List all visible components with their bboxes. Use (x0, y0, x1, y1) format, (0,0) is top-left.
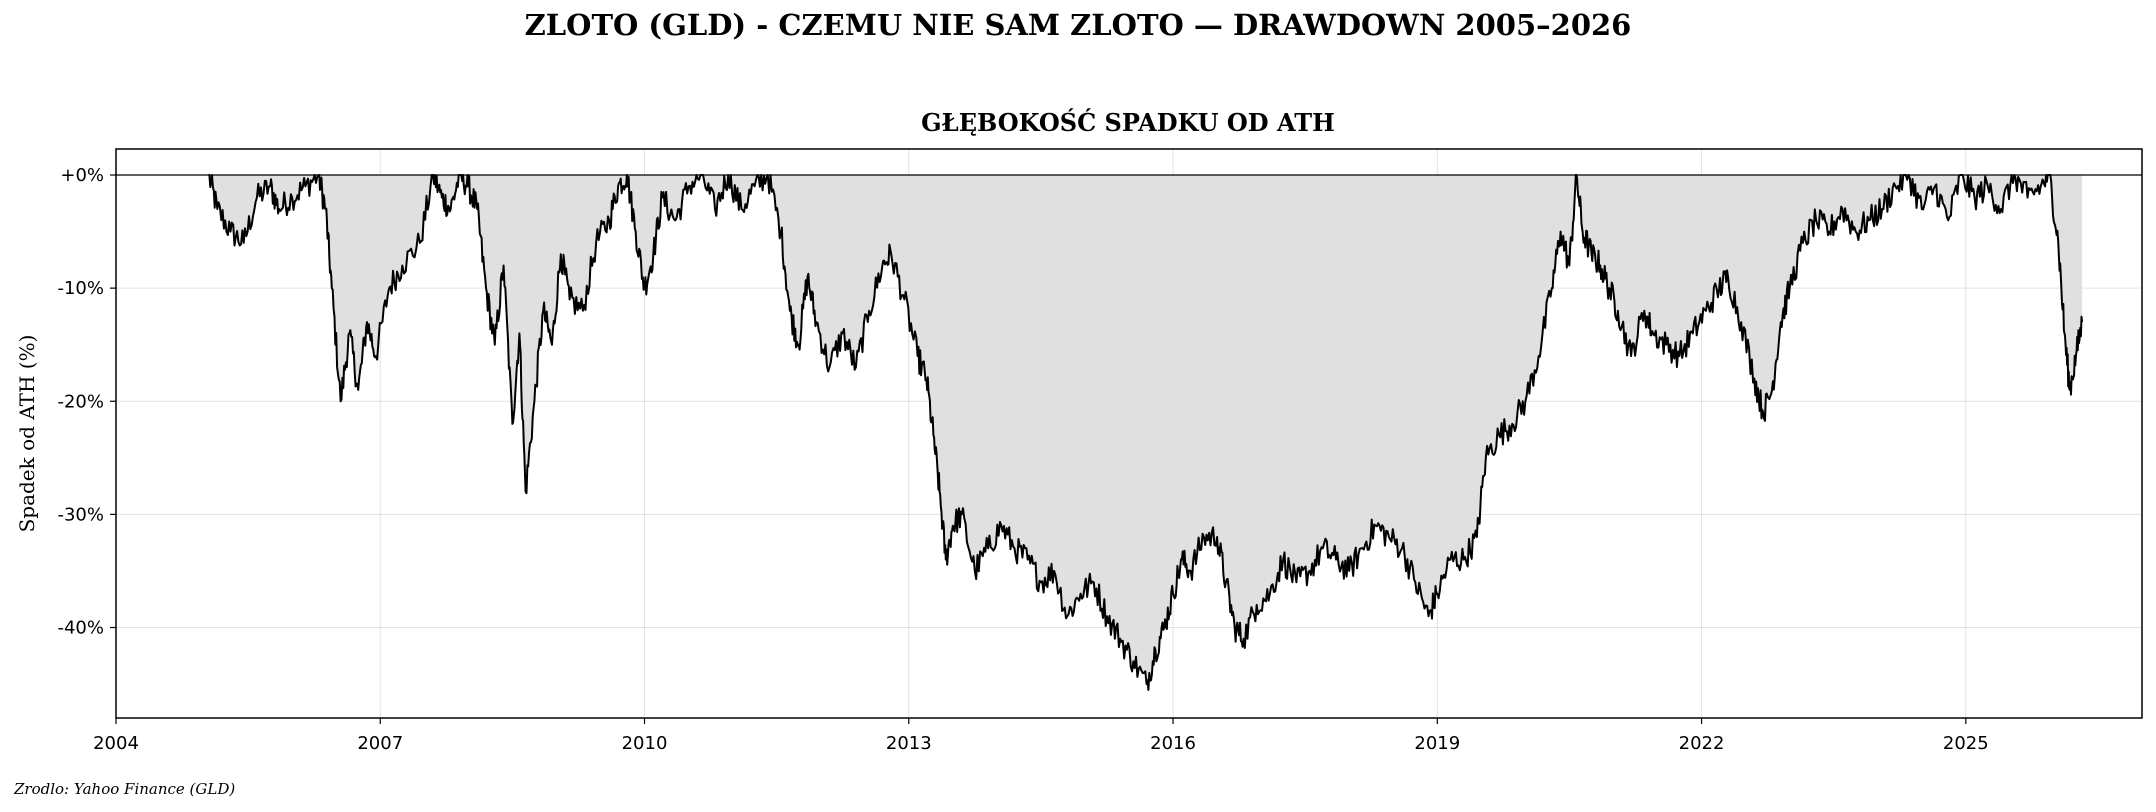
drawdown-series-line (208, 174, 2084, 691)
y-axis-title: Spadek od ATH (%) (15, 335, 39, 533)
x-tick-label: 2016 (1150, 733, 1196, 754)
figure-title: ZLOTO (GLD) - CZEMU NIE SAM ZLOTO — DRAW… (524, 8, 1632, 42)
y-tick-label: -20% (57, 391, 104, 412)
y-tick-label: -30% (57, 504, 104, 525)
x-tick-label: 2007 (357, 733, 403, 754)
y-tick-label: -40% (57, 618, 104, 639)
x-tick-label: 2022 (1679, 733, 1725, 754)
x-tick-label: 2010 (622, 733, 668, 754)
source-note: Zrodlo: Yahoo Finance (GLD) (14, 780, 236, 798)
y-axis: +0% -10% -20% -30% -40% (57, 165, 116, 639)
x-tick-label: 2004 (93, 733, 139, 754)
x-tick-label: 2019 (1414, 733, 1460, 754)
x-tick-label: 2025 (1943, 733, 1989, 754)
chart-title: GŁĘBOKOŚĆ SPADKU OD ATH (921, 108, 1335, 137)
y-tick-label: -10% (57, 278, 104, 299)
x-axis: 2004 2007 2010 2013 2016 2019 2022 2025 (93, 718, 1989, 754)
drawdown-area (208, 175, 2083, 690)
plot-frame (115, 148, 2143, 719)
y-tick-label: +0% (60, 165, 104, 186)
x-tick-label: 2013 (886, 733, 932, 754)
